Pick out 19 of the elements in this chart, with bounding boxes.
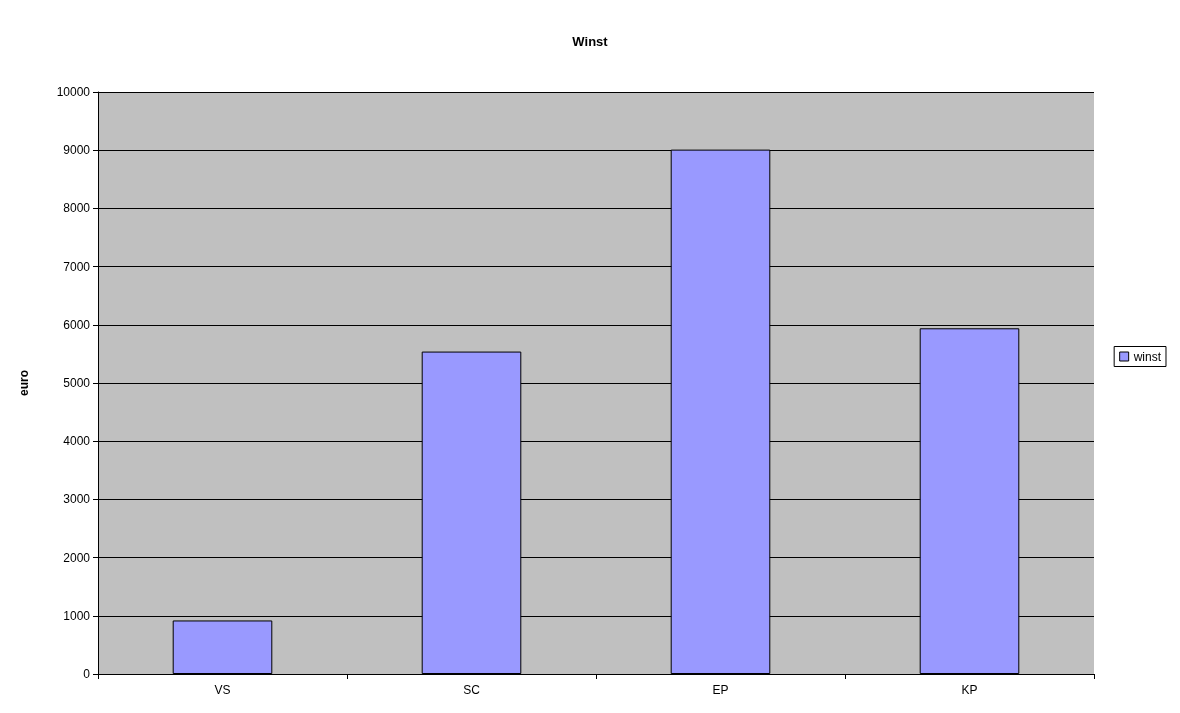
y-tick-label: 6000 — [63, 317, 91, 332]
y-tick-label: 5000 — [63, 376, 91, 390]
y-tick-label: 2000 — [63, 550, 91, 565]
chart-title: Winst — [572, 34, 609, 49]
y-tick-label: 1000 — [63, 608, 91, 623]
x-tick-label: KP — [961, 683, 978, 697]
y-tick-label: 3000 — [63, 492, 91, 507]
y-tick-label: 10000 — [56, 85, 91, 99]
y-tick-label: 4000 — [63, 434, 91, 449]
y-axis-title: euro — [17, 369, 31, 397]
x-tick-label: VS — [214, 683, 231, 697]
bar — [172, 620, 273, 674]
x-tick-label: SC — [463, 683, 481, 697]
y-tick-label: 8000 — [63, 201, 91, 216]
y-tick-label: 7000 — [63, 259, 91, 274]
x-tick-label: EP — [712, 683, 729, 697]
legend-label: winst — [1132, 349, 1162, 364]
y-tick-label: 9000 — [63, 143, 91, 158]
y-tick-label: 0 — [83, 667, 91, 681]
